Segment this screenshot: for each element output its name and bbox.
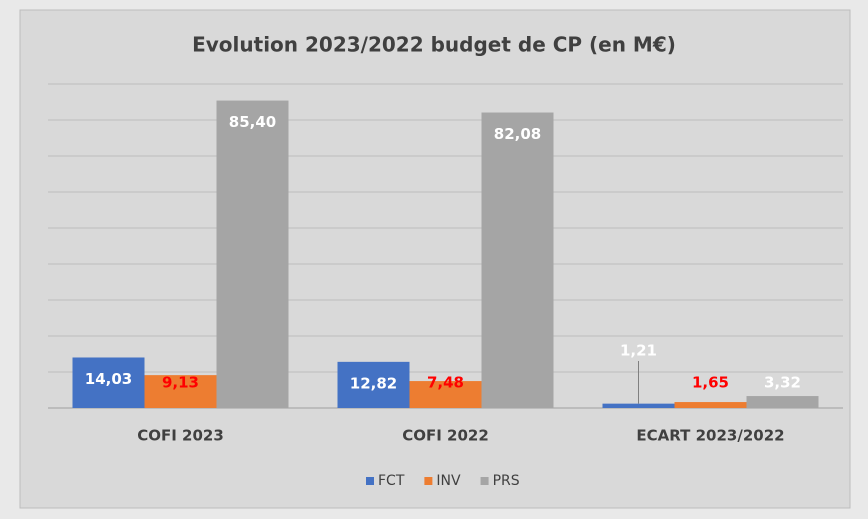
legend-label: FCT [378,473,405,489]
legend-swatch [424,477,433,485]
value-label: 12,82 [350,374,397,392]
value-label: 85,40 [229,113,276,131]
bar [602,403,675,408]
x-tick-label: COFI 2023 [137,427,224,445]
bar [216,100,289,408]
legend-swatch [366,477,374,485]
value-label: 1,65 [692,374,729,392]
chart-area [19,9,851,509]
bar [409,381,482,408]
bar [481,112,554,409]
x-tick-label: ECART 2023/2022 [636,427,784,445]
value-label: 1,21 [620,342,657,360]
bar [674,402,747,408]
legend-label: PRS [493,473,520,489]
bar [72,357,145,408]
value-label: 9,13 [162,374,199,392]
value-label: 14,03 [85,370,132,388]
x-tick-label: COFI 2022 [402,427,489,445]
bar [144,375,217,408]
bar [746,396,819,408]
bar [337,361,410,408]
chart-title: Evolution 2023/2022 budget de CP (en M€) [192,33,676,57]
value-label: 82,08 [494,125,541,143]
legend-label: INV [436,473,461,489]
value-label: 3,32 [764,374,801,392]
value-label: 7,48 [427,374,464,392]
legend-swatch [480,477,489,485]
